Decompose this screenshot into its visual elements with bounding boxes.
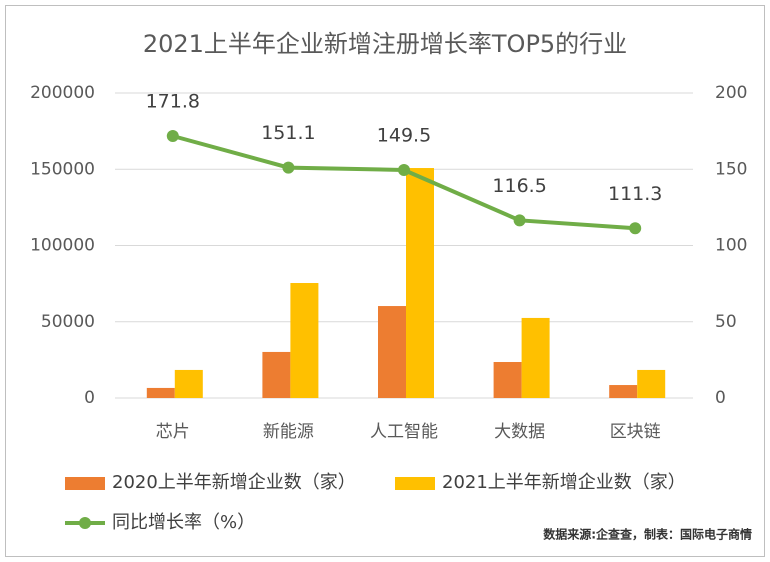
bar	[521, 317, 550, 398]
x-tick-label: 人工智能	[370, 422, 438, 442]
bar	[174, 369, 203, 398]
data-label: 149.5	[377, 125, 431, 147]
bar	[609, 385, 638, 398]
data-label: 116.5	[492, 175, 546, 197]
legend-swatch	[65, 477, 105, 490]
x-tick-label: 大数据	[494, 422, 545, 442]
x-tick-label: 区块链	[610, 422, 661, 442]
y-tick-label: 200000	[30, 83, 95, 103]
y-tick-label: 0	[84, 388, 95, 408]
bar	[637, 369, 666, 398]
bar	[493, 362, 522, 398]
x-tick-label: 新能源	[263, 422, 314, 442]
line-marker	[166, 130, 179, 143]
y2-tick-label: 50	[715, 312, 737, 332]
bar	[146, 387, 175, 398]
chart-border	[5, 5, 765, 557]
data-label: 151.1	[261, 122, 315, 144]
bar	[378, 306, 406, 398]
line-marker	[513, 214, 526, 227]
bar	[406, 168, 434, 398]
y-tick-label: 50000	[41, 312, 95, 332]
y-tick-label: 150000	[30, 159, 95, 179]
source-note: 数据来源:企查查，制表：国际电子商情	[543, 527, 752, 542]
x-tick-label: 芯片	[156, 422, 190, 442]
y2-tick-label: 200	[715, 83, 747, 103]
data-label: 111.3	[608, 183, 662, 205]
y2-tick-label: 150	[715, 159, 747, 179]
line-marker	[282, 161, 295, 174]
data-label: 171.8	[146, 91, 200, 113]
legend-label: 2020上半年新增企业数（家）	[112, 472, 356, 493]
legend-swatch	[395, 477, 435, 490]
bar	[262, 351, 291, 398]
legend-label: 2021上半年新增企业数（家）	[442, 472, 686, 493]
y-tick-label: 100000	[30, 236, 95, 256]
line-marker	[398, 164, 410, 177]
y2-tick-label: 100	[715, 236, 747, 256]
legend-marker	[79, 517, 91, 529]
y2-tick-label: 0	[715, 388, 726, 408]
line-marker	[629, 222, 642, 235]
legend-label: 同比增长率（%）	[112, 512, 255, 533]
chart-title: 2021上半年企业新增注册增长率TOP5的行业	[143, 30, 627, 58]
bar	[290, 283, 319, 398]
